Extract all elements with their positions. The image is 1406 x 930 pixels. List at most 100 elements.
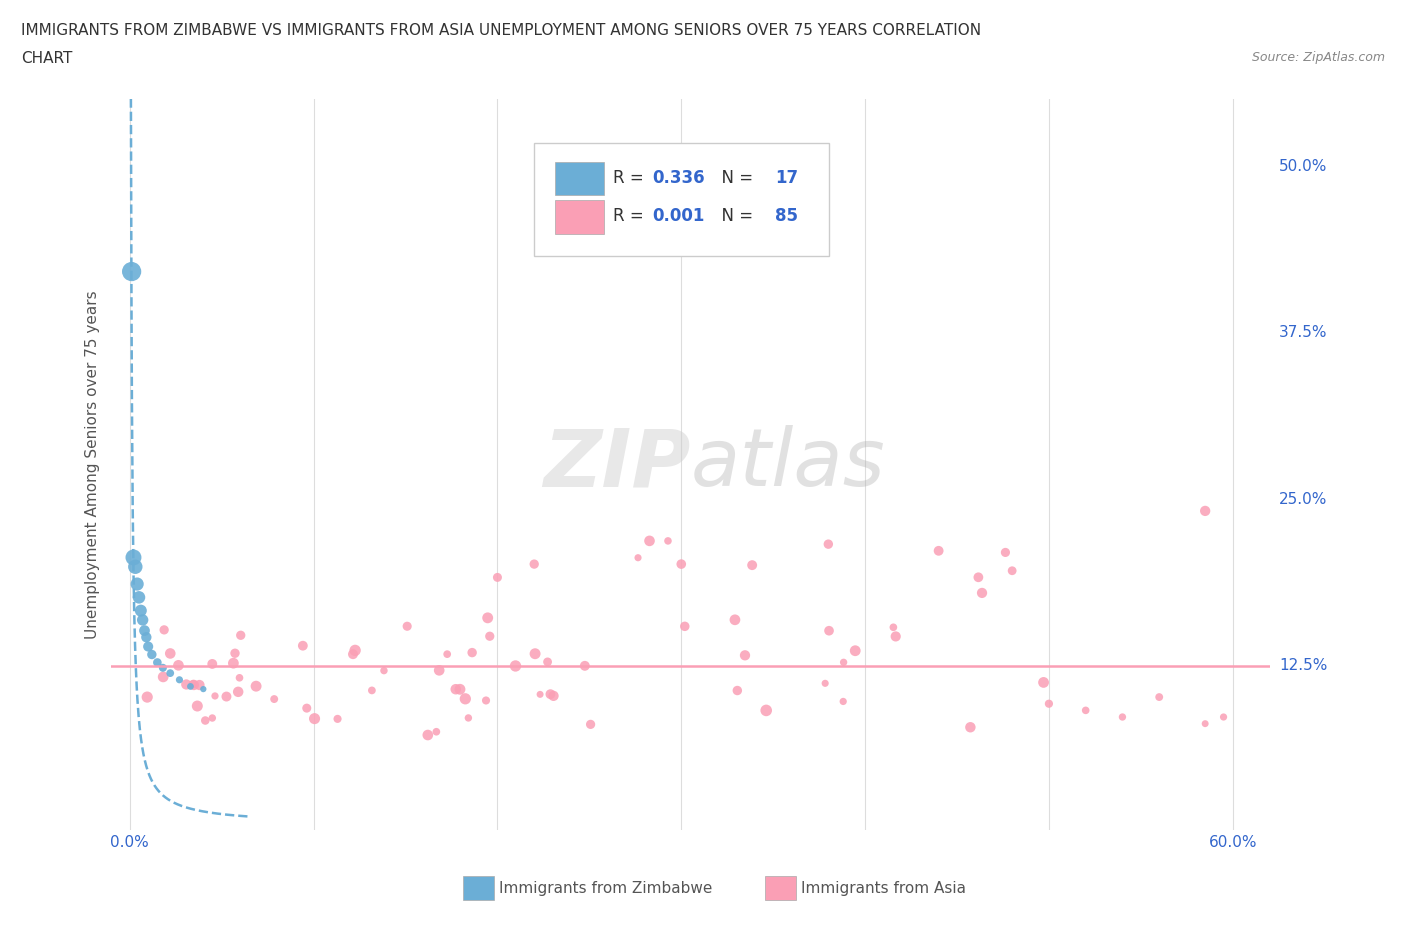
Text: CHART: CHART	[21, 51, 73, 66]
Text: 0.001: 0.001	[652, 207, 704, 225]
Point	[505, 658, 527, 673]
Point	[245, 679, 267, 694]
Point	[135, 630, 157, 644]
Text: IMMIGRANTS FROM ZIMBABWE VS IMMIGRANTS FROM ASIA UNEMPLOYMENT AMONG SENIORS OVER: IMMIGRANTS FROM ZIMBABWE VS IMMIGRANTS F…	[21, 23, 981, 38]
FancyBboxPatch shape	[534, 142, 830, 256]
Point	[295, 700, 318, 715]
Point	[1032, 675, 1054, 690]
Point	[579, 717, 602, 732]
Point	[734, 648, 756, 663]
Point	[342, 646, 364, 661]
Point	[263, 692, 285, 707]
FancyBboxPatch shape	[555, 200, 603, 234]
Point	[832, 694, 855, 709]
Point	[291, 638, 314, 653]
Point	[725, 684, 748, 698]
Point	[1194, 716, 1216, 731]
Point	[444, 682, 467, 697]
Point	[344, 643, 367, 658]
Text: N =: N =	[711, 168, 759, 187]
Point	[657, 534, 679, 549]
Point	[194, 713, 217, 728]
Point	[141, 647, 163, 662]
Point	[193, 682, 215, 697]
Point	[326, 711, 349, 726]
Point	[959, 720, 981, 735]
Point	[1147, 690, 1170, 705]
Point	[373, 663, 395, 678]
Point	[574, 658, 596, 673]
Point	[538, 686, 561, 701]
Point	[427, 663, 450, 678]
Point	[201, 657, 224, 671]
Point	[724, 612, 747, 627]
Point	[970, 586, 993, 601]
Point	[361, 683, 384, 698]
Point	[153, 622, 176, 637]
Point	[169, 672, 191, 687]
Point	[436, 646, 458, 661]
Point	[1111, 710, 1133, 724]
Text: R =: R =	[613, 168, 648, 187]
Point	[159, 646, 181, 661]
Point	[477, 610, 499, 625]
Text: Immigrants from Zimbabwe: Immigrants from Zimbabwe	[499, 881, 713, 896]
Point	[882, 620, 904, 635]
Text: Immigrants from Asia: Immigrants from Asia	[801, 881, 966, 896]
Y-axis label: Unemployment Among Seniors over 75 years: Unemployment Among Seniors over 75 years	[86, 290, 100, 639]
Text: ZIP: ZIP	[543, 425, 690, 503]
Point	[814, 676, 837, 691]
Point	[1001, 564, 1024, 578]
Text: N =: N =	[711, 207, 759, 225]
Point	[224, 645, 246, 660]
Point	[228, 671, 250, 685]
Point	[186, 698, 208, 713]
Point	[967, 570, 990, 585]
Point	[817, 537, 839, 551]
Point	[222, 656, 245, 671]
Point	[449, 682, 471, 697]
Point	[523, 557, 546, 572]
Point	[416, 727, 439, 742]
Point	[994, 545, 1017, 560]
Point	[127, 577, 149, 591]
Point	[183, 678, 205, 693]
Point	[844, 644, 866, 658]
Point	[529, 687, 551, 702]
Point	[396, 618, 419, 633]
Point	[536, 655, 558, 670]
Point	[475, 693, 498, 708]
Point	[1038, 697, 1060, 711]
Point	[1212, 710, 1234, 724]
Point	[226, 684, 249, 699]
Point	[152, 670, 174, 684]
Point	[179, 679, 201, 694]
Point	[818, 623, 841, 638]
Point	[1194, 503, 1216, 518]
Point	[304, 711, 326, 726]
Point	[638, 534, 661, 549]
Point	[884, 629, 907, 644]
Point	[832, 655, 855, 670]
Point	[454, 691, 477, 706]
Text: 0.336: 0.336	[652, 168, 704, 187]
Text: R =: R =	[613, 207, 648, 225]
Point	[673, 618, 696, 633]
Point	[124, 559, 146, 574]
Point	[671, 557, 693, 572]
Point	[159, 666, 181, 681]
Point	[181, 677, 204, 692]
Point	[121, 264, 143, 279]
Point	[928, 543, 950, 558]
Point	[188, 678, 211, 693]
Point	[425, 724, 447, 739]
Text: atlas: atlas	[690, 425, 886, 503]
Point	[129, 604, 152, 618]
Point	[229, 628, 252, 643]
Point	[167, 658, 190, 672]
Text: Source: ZipAtlas.com: Source: ZipAtlas.com	[1251, 51, 1385, 64]
Point	[461, 645, 484, 660]
Point	[131, 613, 153, 628]
Point	[486, 570, 509, 585]
Point	[478, 629, 501, 644]
